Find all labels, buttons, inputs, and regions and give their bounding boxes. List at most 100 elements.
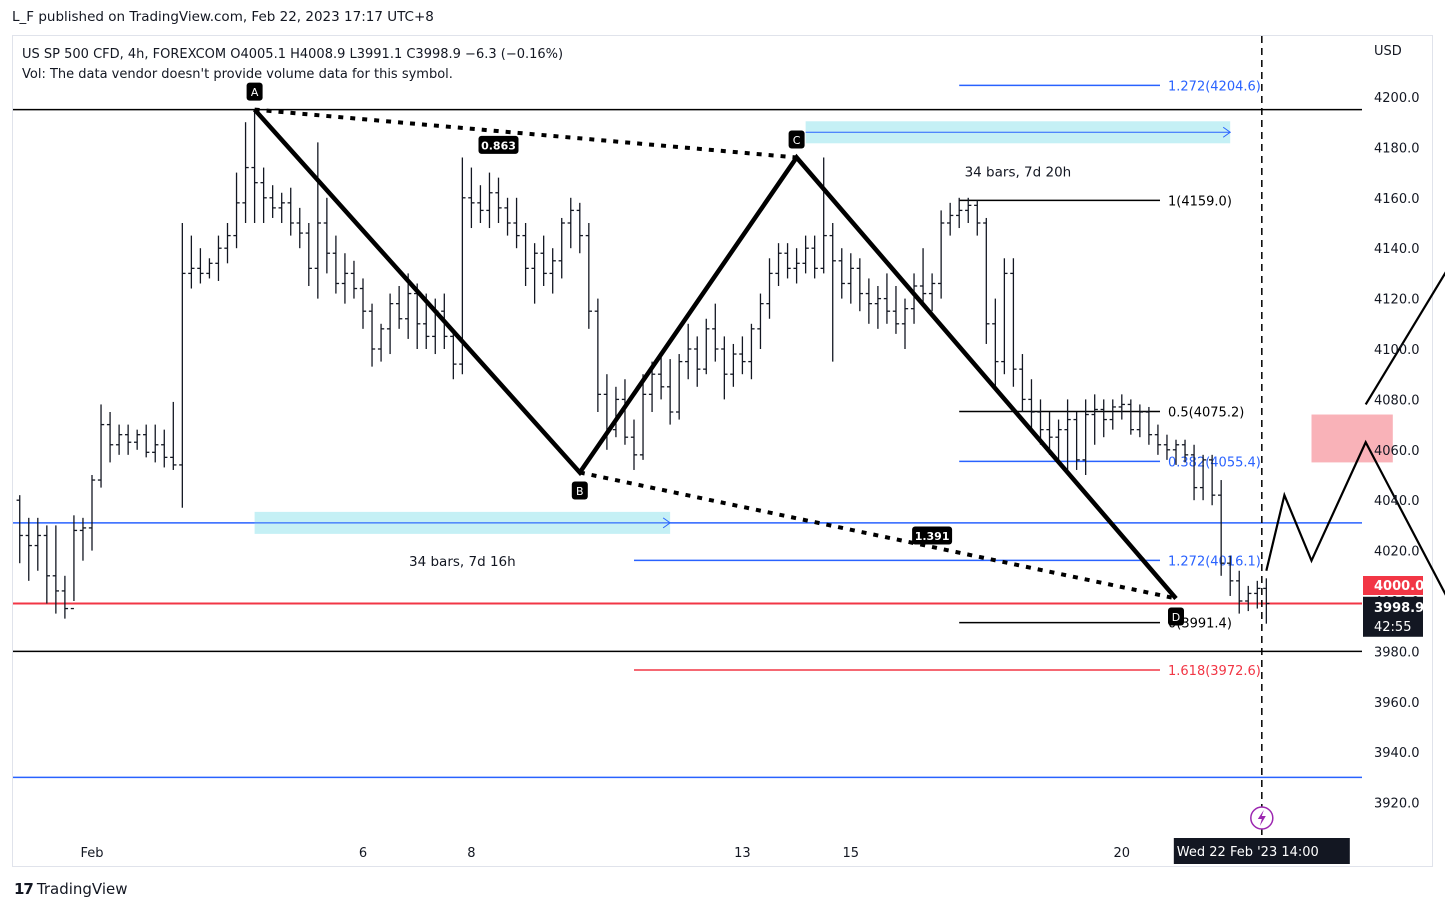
ohlc-bar	[621, 379, 629, 445]
tradingview-logo[interactable]: 17 TradingView	[14, 880, 128, 898]
ohlc-bar	[242, 122, 249, 223]
y-tick-label: 4140.0	[1374, 242, 1420, 257]
ohlc-bar	[377, 323, 385, 362]
ohlc-bar	[883, 273, 891, 324]
ohlc-bar	[97, 404, 105, 488]
ohlc-bar	[549, 248, 556, 294]
ohlc-bar	[79, 517, 87, 561]
ohlc-bar	[721, 336, 728, 400]
ohlc-bar	[558, 217, 565, 279]
y-tick-label: 3980.0	[1374, 645, 1420, 660]
chart-frame	[12, 35, 1433, 867]
ohlc-bar	[802, 235, 809, 274]
y-tick-label: 3920.0	[1374, 797, 1420, 812]
ohlc-bar	[712, 303, 719, 362]
target-zone	[1311, 414, 1393, 463]
ohlc-bar	[1263, 578, 1270, 624]
ohlc-bar	[1046, 412, 1053, 455]
ohlc-bar	[106, 412, 114, 463]
ohlc-bar	[179, 223, 186, 508]
fib-label-3: 0.382(4055.4)	[1168, 455, 1261, 470]
x-tick-label: 8	[467, 846, 475, 861]
ohlc-bar	[820, 157, 827, 274]
ohlc-bar	[161, 429, 168, 468]
y-tick-label: 4120.0	[1374, 293, 1420, 308]
ohlc-bar	[928, 273, 936, 312]
ohlc-bar	[1254, 580, 1261, 609]
ohlc-bar	[359, 278, 367, 329]
ratio-badge-1: 1.391	[912, 526, 953, 545]
ohlc-bar	[901, 298, 909, 349]
lightning-glyph	[1257, 810, 1266, 826]
ratio-badge-box	[912, 526, 953, 545]
ohlc-bar	[784, 243, 791, 279]
ohlc-bar	[341, 253, 349, 304]
symbol-legend: US SP 500 CFD, 4h, FOREXCOM O4005.1 H400…	[22, 45, 563, 85]
cursor-date-badge-box	[1173, 838, 1350, 864]
price-badge-0: 4000.0	[1363, 576, 1424, 595]
xabcd-legs	[252, 108, 1178, 600]
ohlc-bar	[567, 197, 574, 249]
ohlc-bar	[856, 258, 863, 312]
projection-up-line	[1364, 271, 1445, 406]
projection-path	[1265, 271, 1445, 596]
x-tick-label: Feb	[80, 846, 103, 861]
ohlc-bar	[70, 515, 78, 610]
pivot-letter: D	[1172, 611, 1180, 624]
x-tick-label: 13	[734, 846, 751, 861]
axes: USD 3920.0 3940.0 3960.0 3980.0 4000.0 4020.0 4…	[80, 44, 1424, 864]
pivot-badge	[1168, 607, 1184, 626]
ohlc-bar	[1163, 434, 1171, 460]
date-range-label-0: 34 bars, 7d 16h	[409, 554, 516, 570]
ohlc-bar	[594, 298, 602, 412]
ohlc-bar	[305, 223, 312, 286]
ohlc-bar	[757, 293, 764, 349]
y-tick-label: 4200.0	[1374, 91, 1420, 106]
ohlc-bar	[323, 197, 331, 274]
pivot-label-b: B	[571, 481, 588, 500]
y-tick-label: 3940.0	[1374, 746, 1420, 761]
ohlc-bar	[513, 197, 520, 249]
ohlc-bar	[1109, 399, 1116, 430]
ohlc-bar	[260, 167, 267, 223]
fib-label-4: 1.272(4016.1)	[1168, 554, 1261, 569]
ohlc-bar	[540, 235, 547, 286]
y-tick-label: 4080.0	[1374, 393, 1420, 408]
bd-dotted-line	[579, 470, 1177, 601]
price-badge-text: 3998.9	[1374, 601, 1424, 616]
ohlc-bar	[1199, 454, 1207, 501]
ohlc-bar	[1190, 444, 1198, 501]
ohlc-bar	[124, 424, 132, 455]
ohlc-bar	[1073, 412, 1080, 470]
ohlc-bar	[937, 210, 945, 299]
ohlc-bar	[739, 336, 746, 375]
ratio-badge-box	[478, 135, 519, 154]
ohlc-bar	[233, 172, 240, 249]
target-zone-box	[1311, 414, 1393, 463]
ohlc-bar	[1091, 394, 1098, 445]
ohlc-bar	[766, 258, 773, 319]
ohlc-bar	[1010, 258, 1017, 387]
y-tick-label: 4180.0	[1374, 141, 1420, 156]
ohlc-bar	[1064, 399, 1071, 475]
price-badge-box	[1363, 576, 1423, 595]
pivot-label-a: A	[246, 82, 263, 101]
ohlc-bar	[865, 278, 873, 324]
ratio-badge-0: 0.863	[478, 135, 519, 154]
pivot-badge	[788, 130, 805, 149]
ohlc-bar	[450, 328, 457, 380]
ohlc-bar	[1127, 399, 1134, 435]
ohlc-bar	[88, 475, 96, 551]
publisher-line: L_F published on TradingView.com, Feb 22…	[12, 9, 434, 25]
ohlc-bar	[956, 197, 963, 229]
ohlc-bar	[748, 323, 755, 380]
ohlc-bar	[639, 374, 647, 460]
fib-label-0: 1.272(4204.6)	[1168, 79, 1261, 94]
ohlc-bar	[703, 318, 710, 375]
ohlc-bar	[965, 197, 972, 223]
pivot-label-c: C	[788, 130, 805, 149]
ohlc-bar	[1082, 399, 1089, 475]
ohlc-bar	[630, 419, 638, 470]
y-tick-label: 4060.0	[1374, 444, 1420, 459]
